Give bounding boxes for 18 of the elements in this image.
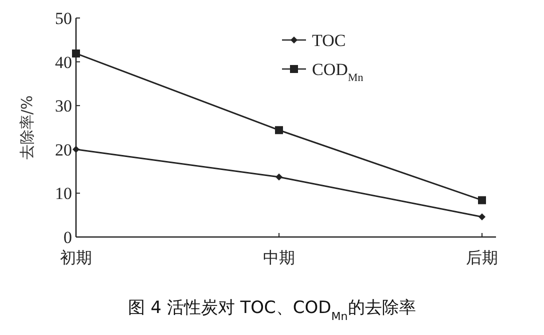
y-tick-label: 40: [55, 52, 72, 72]
point: [276, 173, 282, 180]
legend-label: COD$_{Mn}$: [312, 60, 364, 84]
x-tick-label: 中期: [263, 248, 295, 267]
point: [478, 213, 486, 220]
legend-label: TOC: [312, 30, 346, 50]
y-tick-label: 10: [55, 184, 72, 204]
point: [72, 49, 80, 58]
point: [275, 126, 283, 134]
y-tick-label: 20: [55, 140, 72, 160]
x-tick-label: 后期: [466, 248, 498, 267]
y-tick-label: 50: [55, 8, 72, 28]
y-tick-label: 0: [64, 228, 72, 247]
y-tick-label: 30: [55, 96, 72, 116]
y-axis-title: 去除率/%: [18, 95, 36, 160]
point: [478, 196, 486, 204]
x-tick-label: 初期: [60, 248, 92, 267]
text: 图 4 活性炭对 TOC、COD$_{Mn}$的去除率: [128, 298, 416, 322]
